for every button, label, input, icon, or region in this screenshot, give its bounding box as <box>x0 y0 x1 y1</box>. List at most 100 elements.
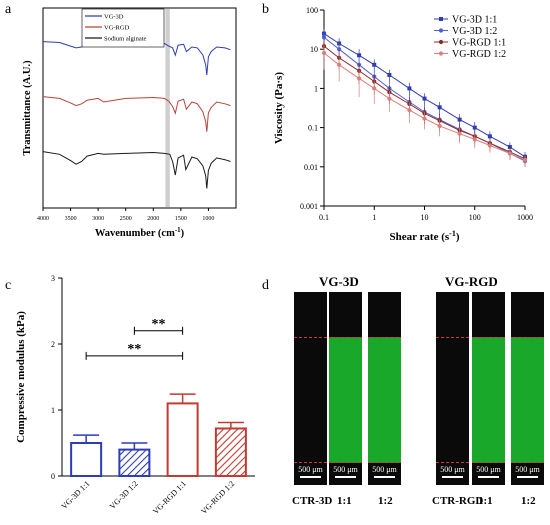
legend-label-3: VG-RGD 1:2 <box>452 49 506 60</box>
point-vg-rgd-1-2-10 <box>487 143 492 148</box>
x-tick-label-4: 2000 <box>147 216 159 222</box>
scale-bar-label: 500 μm <box>440 465 465 474</box>
boundary-line-top <box>329 337 362 338</box>
x-tick-label-1: 1 <box>372 213 376 222</box>
point-vg-3d-1-1-3 <box>372 62 377 67</box>
x-tick-label-3: VG-RGD 1:2 <box>199 479 236 516</box>
boundary-line-bottom <box>511 462 544 463</box>
point-vg-3d-1-1-8 <box>457 117 462 122</box>
hydrogel-region <box>511 337 544 463</box>
x-tick-label-2: VG-RGD 1:1 <box>151 479 188 516</box>
boundary-line-top <box>368 337 401 338</box>
point-vg-rgd-1-2-11 <box>507 151 512 156</box>
legend-label-0: VG-3D 1:1 <box>452 15 497 26</box>
scale-bar-label: 500 μm <box>333 465 358 474</box>
series-line-vg-rgd <box>42 96 231 132</box>
panel-letter-a: a <box>5 2 12 17</box>
x-tick-label-0: VG-3D 1:1 <box>60 479 92 511</box>
y-tick-label-2: 0.1 <box>308 124 318 133</box>
micrograph-vg-3d-1-1: 500 μm <box>329 292 362 485</box>
bar-vg-3d-1-1 <box>70 442 103 477</box>
boundary-line-bottom <box>329 462 362 463</box>
x-tick-label-2: 10 <box>421 213 429 222</box>
legend-label-1: VG-3D 1:2 <box>452 26 497 37</box>
point-vg-rgd-1-2-7 <box>437 123 442 129</box>
legend-box <box>81 8 165 48</box>
boundary-line-bottom <box>294 462 327 463</box>
y-tick-label-3: 1 <box>314 84 318 93</box>
panel-letter-b: b <box>262 2 269 17</box>
point-vg-3d-1-1-4 <box>387 72 392 77</box>
point-vg-rgd-1-2-8 <box>457 131 462 136</box>
x-tick-label-4: 1000 <box>517 213 533 222</box>
micrograph-vg-3d-ctr-3d: 500 μm <box>294 292 327 485</box>
y-tick-label-3: 3 <box>51 274 55 283</box>
y-tick-label-4: 10 <box>310 45 318 54</box>
plot-frame <box>42 7 237 209</box>
group-title-vg-3d: VG-3D <box>319 274 359 289</box>
legend-marker-2 <box>438 39 444 45</box>
point-vg-3d-1-1-7 <box>437 105 442 110</box>
y-tick-label-0: 0.001 <box>300 202 318 211</box>
scale-bar <box>374 476 395 478</box>
scale-bar <box>335 476 356 478</box>
x-axis-label: Shear rate (s-1) <box>389 229 459 243</box>
micrograph-label-1-1: 1:1 <box>337 495 352 507</box>
group-title-vg-rgd: VG-RGD <box>445 274 498 289</box>
legend-label-1: VG-RGD <box>104 25 130 32</box>
bar-vg-rgd-1-1 <box>166 402 199 477</box>
point-vg-rgd-1-2-6 <box>422 116 427 121</box>
scale-bar-label: 500 μm <box>298 465 323 474</box>
y-axis-label: Viscosity (Pa·s) <box>273 72 285 144</box>
point-vg-rgd-1-2-12 <box>522 157 528 162</box>
point-vg-3d-1-1-9 <box>472 125 477 130</box>
y-tick-label-1: 0.01 <box>304 163 318 172</box>
point-vg-3d-1-2-0 <box>321 35 327 40</box>
y-axis-label: Transmittance (A.U.) <box>22 60 33 156</box>
legend-marker-3 <box>438 51 444 56</box>
scale-bar <box>442 476 463 478</box>
point-vg-rgd-1-2-2 <box>357 76 362 81</box>
x-tick-label-6: 1000 <box>202 216 214 222</box>
panel-letter-c: c <box>5 278 12 293</box>
legend-label-2: Sodium alginate <box>104 36 147 43</box>
point-vg-rgd-1-2-4 <box>387 96 392 101</box>
micrograph-vg-rgd-1-1: 500 μm <box>472 292 505 485</box>
point-vg-rgd-1-2-3 <box>372 86 377 91</box>
x-tick-label-0: 0.1 <box>319 213 329 222</box>
micrograph-label-1-2: 1:2 <box>521 495 536 507</box>
significance-label-1: ** <box>127 342 141 357</box>
micrograph-panel: VG-3D VG-RGD 500 μm CTR-3D 500 μm 1:1 500 μm… <box>270 270 550 525</box>
point-vg-rgd-1-2-1 <box>337 62 342 67</box>
point-vg-3d-1-2-1 <box>337 47 342 52</box>
bar-vg-3d-1-2 <box>118 448 151 478</box>
boundary-line-top <box>472 337 505 338</box>
legend-marker-1 <box>438 28 444 33</box>
y-tick-label-0: 0 <box>51 472 55 481</box>
scale-bar-label: 500 μm <box>476 465 501 474</box>
legend-marker-0 <box>439 17 443 21</box>
boundary-line-bottom <box>436 462 469 463</box>
boundary-line-top <box>294 337 327 338</box>
point-vg-3d-1-1-10 <box>487 134 492 139</box>
point-vg-rgd-1-2-9 <box>472 137 477 142</box>
x-tick-label-1: VG-3D 1:2 <box>108 479 140 511</box>
micrograph-label-ctr-3d: CTR-3D <box>292 495 333 507</box>
hydrogel-region <box>368 337 401 463</box>
x-tick-label-3: 100 <box>469 213 481 222</box>
scale-bar-label: 500 μm <box>515 465 540 474</box>
legend-label-0: VG-3D <box>104 14 124 21</box>
x-tick-label-3: 2500 <box>120 216 132 222</box>
point-vg-3d-1-1-2 <box>357 53 362 58</box>
series-line-sodium-alginate <box>42 151 231 189</box>
micrograph-vg-3d-1-2: 500 μm <box>368 292 401 485</box>
micrograph-label-1-2: 1:2 <box>378 495 393 507</box>
legend-label-2: VG-RGD 1:1 <box>452 38 506 49</box>
significance-label-0: ** <box>152 317 166 332</box>
scale-bar <box>478 476 499 478</box>
boundary-line-bottom <box>472 462 505 463</box>
micrograph-label-ctr-rgd: CTR-RGD <box>432 495 484 507</box>
highlight-band <box>165 9 170 207</box>
point-vg-3d-1-1-5 <box>407 86 412 91</box>
boundary-line-top <box>436 337 469 338</box>
